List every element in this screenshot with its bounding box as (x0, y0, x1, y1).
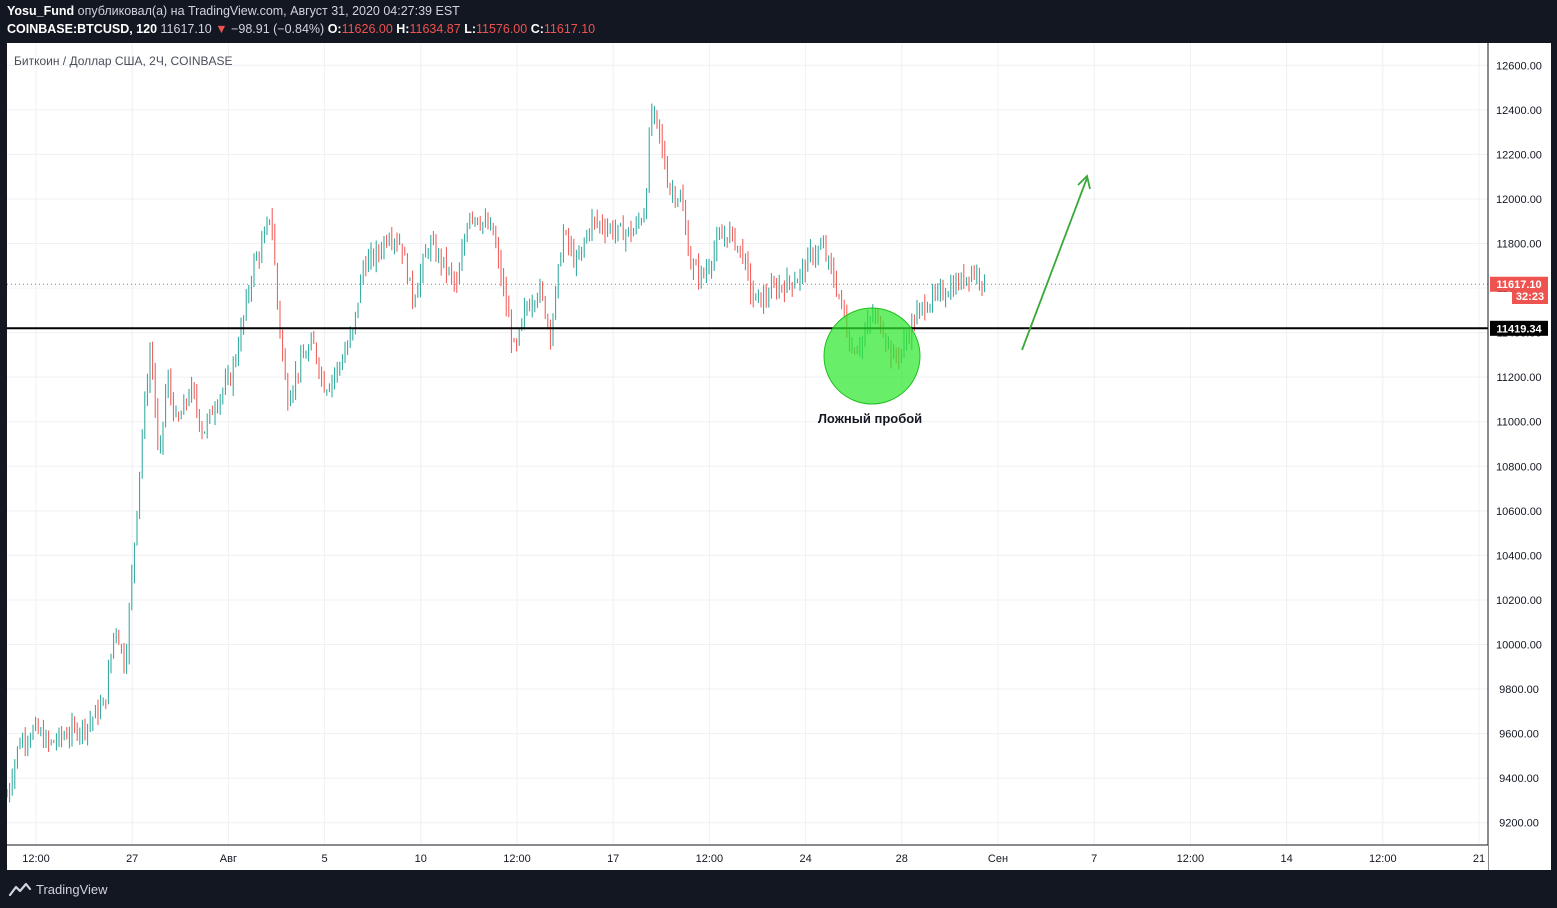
x-tick-label: Авг (220, 853, 237, 865)
last-price: 11617.10 (160, 22, 212, 36)
x-tick-label: 17 (607, 853, 619, 865)
chart-title: Биткоин / Доллар США, 2Ч, COINBASE (14, 54, 233, 68)
x-tick-label: 12:00 (696, 853, 724, 865)
price-chart[interactable]: Ложный пробой Биткоин / Доллар США, 2Ч, … (7, 43, 1551, 870)
high-value: 11634.87 (409, 22, 461, 36)
y-tick-label: 9400.00 (1499, 773, 1539, 785)
bar-countdown: 32:23 (1516, 291, 1544, 303)
x-tick-label: 28 (896, 853, 908, 865)
x-tick-label: 27 (126, 853, 138, 865)
open-value: 11626.00 (341, 22, 393, 36)
change-arrow-icon: ▼ (215, 22, 228, 36)
open-label: O: (327, 22, 342, 36)
x-tick-label: 12:00 (22, 853, 50, 865)
candles (7, 103, 986, 803)
level-price-badge: 11419.34 (1490, 320, 1548, 336)
y-tick-label: 10800.00 (1496, 461, 1542, 473)
false-breakout-highlight[interactable] (823, 307, 921, 405)
publish-info: Yosu_Fund опубликовал(а) на TradingView.… (7, 4, 460, 18)
price-axis-bg (1488, 43, 1551, 870)
price-change: −98.91 (−0.84%) (231, 22, 325, 36)
time-axis[interactable]: 12:00 27 Авг 5 10 12:00 17 12:00 24 28 Сен 7 12:00 14… (22, 853, 1485, 865)
time-axis-bg (7, 845, 1488, 870)
published-text: опубликовал(а) на TradingView.com, Авгус… (77, 4, 460, 18)
forecast-arrow[interactable] (1021, 174, 1091, 351)
tradingview-logo-icon (8, 882, 32, 897)
y-tick-label: 10200.00 (1496, 595, 1542, 607)
tradingview-brand-label: TradingView (36, 881, 108, 897)
x-tick-label: 12:00 (1177, 853, 1205, 865)
y-tick-label: 9200.00 (1499, 818, 1539, 830)
low-value: 11576.00 (476, 22, 528, 36)
chart-header: Yosu_Fund опубликовал(а) на TradingView.… (0, 0, 1557, 42)
false-breakout-label: Ложный пробой (818, 411, 922, 426)
tradingview-brand[interactable]: TradingView (8, 881, 108, 897)
y-tick-label: 9600.00 (1499, 729, 1539, 741)
svg-text:11419.34: 11419.34 (1496, 323, 1542, 335)
y-tick-label: 9800.00 (1499, 684, 1539, 696)
author-name[interactable]: Yosu_Fund (7, 4, 75, 18)
y-tick-label: 12000.00 (1496, 194, 1542, 206)
y-tick-label: 12200.00 (1496, 149, 1542, 161)
chart-frame (7, 43, 1551, 870)
x-tick-label: 14 (1280, 853, 1292, 865)
x-tick-label: 12:00 (503, 853, 531, 865)
x-tick-label: 5 (322, 853, 328, 865)
x-tick-label: 24 (799, 853, 811, 865)
grid (7, 43, 1488, 845)
y-tick-label: 10600.00 (1496, 506, 1542, 518)
x-tick-label: 21 (1473, 853, 1485, 865)
y-tick-label: 11800.00 (1496, 239, 1541, 251)
close-label: C: (530, 22, 544, 36)
svg-text:11617.10: 11617.10 (1496, 279, 1541, 291)
y-tick-label: 11200.00 (1496, 372, 1541, 384)
y-tick-label: 12600.00 (1496, 60, 1542, 72)
x-tick-label: 12:00 (1369, 853, 1397, 865)
high-label: H: (396, 22, 410, 36)
last-price-badge: 11617.10 32:23 (1490, 276, 1548, 304)
y-tick-label: 10000.00 (1496, 640, 1542, 652)
low-label: L: (464, 22, 476, 36)
x-tick-label: Сен (988, 853, 1008, 865)
footer: TradingView (0, 872, 1557, 908)
symbol-label: COINBASE:BTCUSD, 120 (7, 22, 158, 36)
x-tick-label: 10 (415, 853, 427, 865)
y-tick-label: 10400.00 (1496, 550, 1542, 562)
x-tick-label: 7 (1091, 853, 1097, 865)
y-tick-label: 11000.00 (1496, 417, 1541, 429)
ohlc-info: COINBASE:BTCUSD, 120 11617.10 ▼ −98.91 (… (7, 22, 595, 36)
y-tick-label: 12400.00 (1496, 105, 1542, 117)
close-value: 11617.10 (543, 22, 596, 36)
